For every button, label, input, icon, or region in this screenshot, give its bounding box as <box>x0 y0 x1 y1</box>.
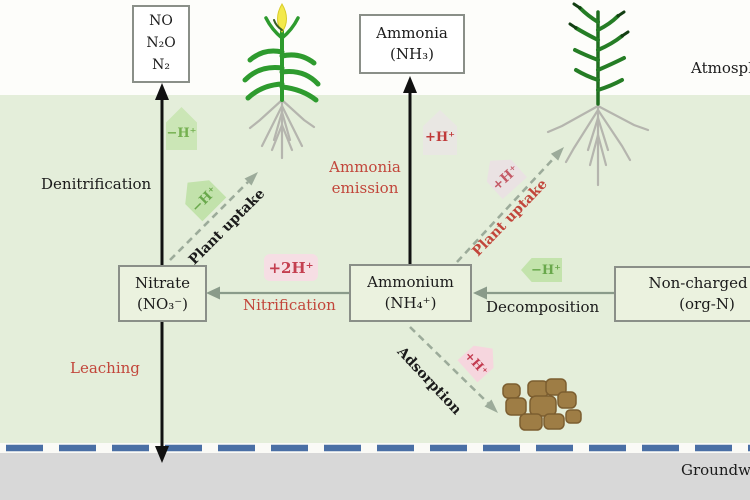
gases-line-3: N₂ <box>152 56 170 73</box>
atmosphere-label: Atmosphere <box>691 59 750 77</box>
org-n-line-1: Non-charged N <box>648 274 750 292</box>
proton-tag-nitrification-text: +2H⁺ <box>268 258 314 277</box>
gases-box: NO N₂O N₂ <box>132 5 190 83</box>
proton-tag-ammonia-emission-text: +H⁺ <box>424 130 456 145</box>
leaching-label: Leaching <box>70 359 140 377</box>
proton-tag-decomposition-text: −H⁺ <box>530 262 562 278</box>
plant-1-flower <box>277 3 287 33</box>
ammonia-line-1: Ammonia <box>376 24 448 42</box>
nitrification-label: Nitrification <box>243 296 336 314</box>
nitrate-line-2: (NO₃⁻) <box>136 294 189 313</box>
denitrification-label: Denitrification <box>41 175 152 193</box>
ammonium-line-1: Ammonium <box>367 273 454 291</box>
ammonia-emission-line-2: emission <box>331 179 399 197</box>
nitrate-box: Nitrate (NO₃⁻) <box>118 265 207 322</box>
ammonium-line-2: (NH₄⁺) <box>384 294 437 312</box>
ammonia-box: Ammonia (NH₃) <box>359 14 465 74</box>
org-n-box: Non-charged N (org-N) <box>614 266 750 322</box>
ammonia-emission-label: Ammonia emission <box>328 157 402 199</box>
decomposition-label: Decomposition <box>486 298 600 316</box>
groundwater-label: Groundwater <box>681 461 750 479</box>
ammonia-emission-line-1: Ammonia <box>329 158 401 176</box>
nitrate-line-1: Nitrate <box>135 273 190 292</box>
ammonia-line-2: (NH₃) <box>390 45 434 63</box>
gases-line-1: NO <box>149 13 173 30</box>
ammonium-box: Ammonium (NH₄⁺) <box>349 264 472 322</box>
proton-tag-denitrification-text: −H⁺ <box>166 126 197 141</box>
gases-line-2: N₂O <box>146 35 176 52</box>
groundwater-region <box>0 448 750 500</box>
org-n-line-2: (org-N) <box>679 295 735 313</box>
proton-tag-nitrification: +2H⁺ <box>264 254 318 281</box>
